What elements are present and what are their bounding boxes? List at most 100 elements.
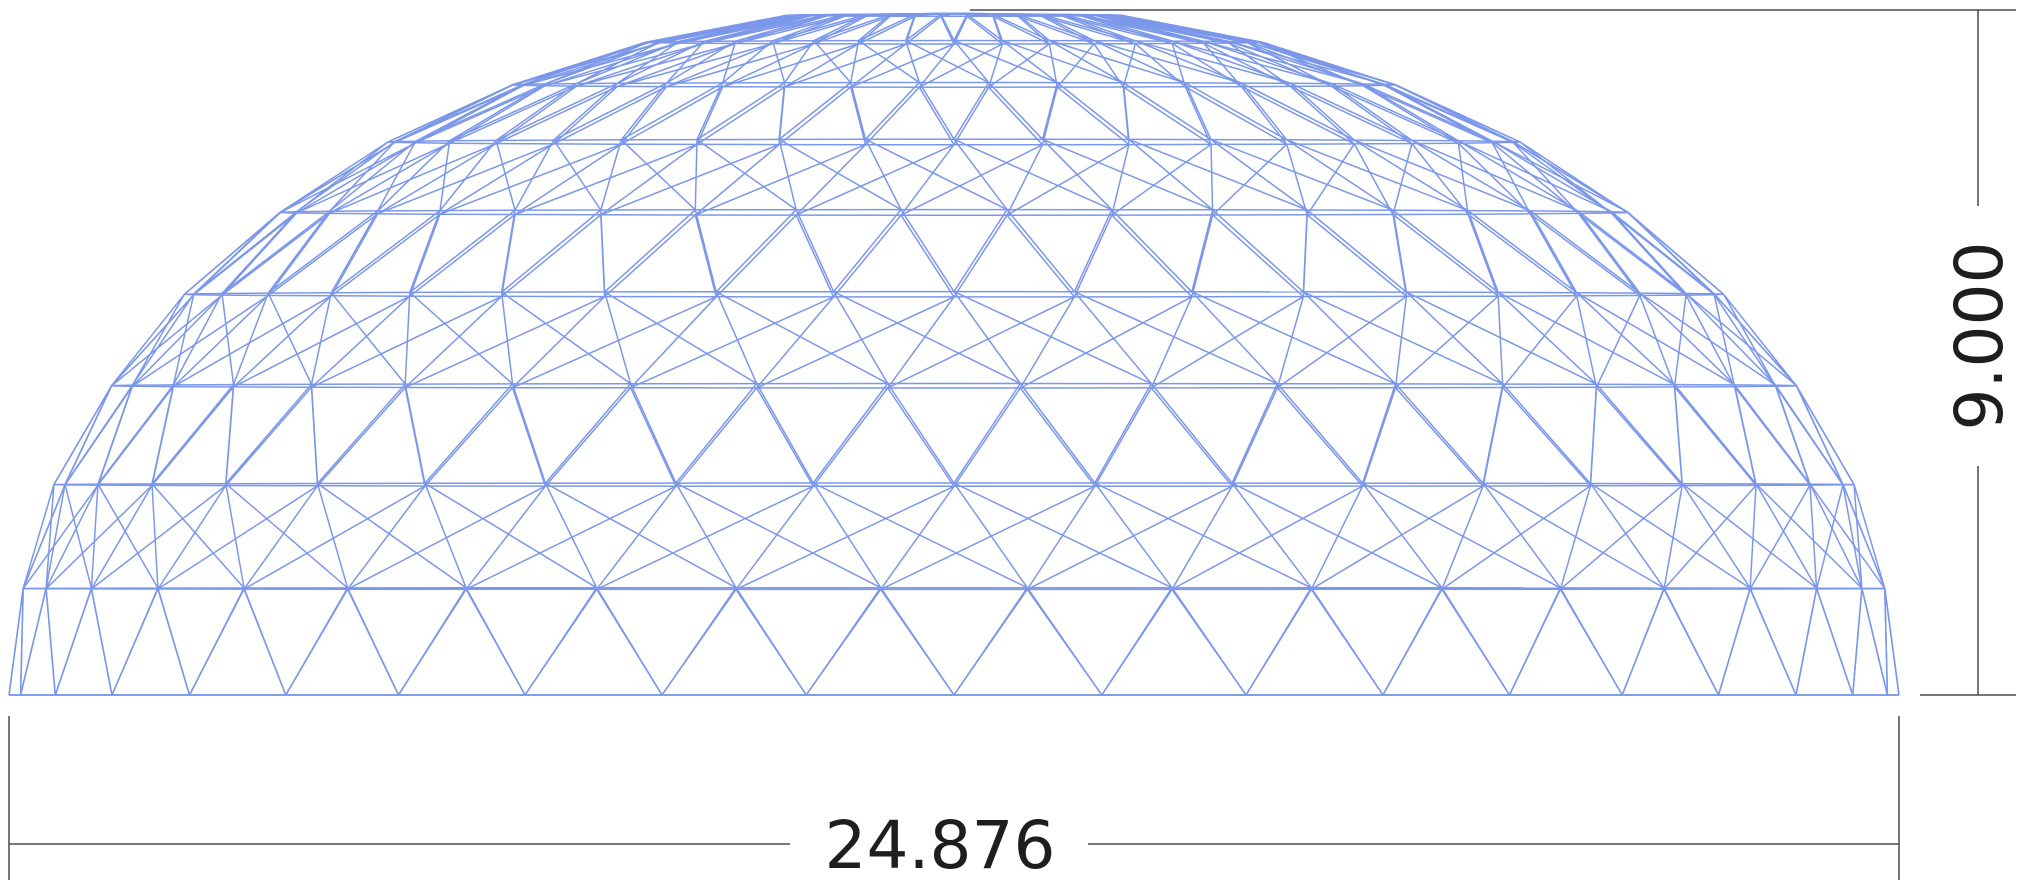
dome-diagonal-edge [596,485,814,590]
dome-diagonal-edge [1529,213,1578,297]
dome-diagonal-edge [545,482,737,589]
dome-diagonal-edge [377,142,497,215]
dome-diagonal-edge [193,212,298,296]
dome-diagonal-edge [966,13,1003,42]
dome-diagonal-edge [90,588,113,696]
dome-diagonal-edge [630,296,834,389]
dome-diagonal-edge [1361,383,1397,484]
dome-diagonal-edge [735,13,846,42]
dome-diagonal-edge [1241,82,1355,141]
dome-diagonal-edge [495,82,578,142]
dome-diagonal-edge [512,296,717,389]
dome-diagonal-edge [1685,292,1797,387]
dome-diagonal-edge [1210,144,1214,216]
dome-diagonal-edge [783,40,815,84]
dome-diagonal-edge [524,588,598,696]
dome-diagonal-edge [157,588,191,696]
dome-diagonal-edge [1384,84,1514,144]
dome-diagonal-edge [397,588,467,696]
dome-diagonal-edge [97,386,134,486]
dome-diagonal-edge [1681,483,1818,589]
dome-diagonal-edge [221,212,298,296]
dome-diagonal-edge [1774,385,1844,486]
dome-diagonal-edge [1210,138,1308,211]
dome-diagonal-edge [953,40,990,83]
dome-diagonal-edge [1074,291,1278,385]
dome-diagonal-edge [439,143,622,215]
dome-diagonal-edge [131,294,269,387]
dome-diagonal-edge [953,15,968,45]
dome-diagonal-edge [1062,15,1173,45]
dome-diagonal-edge [131,294,223,387]
dome-diagonal-edge [1755,483,1863,589]
dome-diagonal-edge [864,81,920,140]
dome-diagonal-edge [1610,212,1687,296]
dome-diagonal-edge [666,43,773,88]
dome-diagonal-edge [1184,86,1212,145]
dome-diagonal-edge [1093,40,1186,84]
dome-diagonal-edge [1589,483,1665,589]
dome-diagonal-edge [1774,386,1811,486]
dome-diagonal-edge [887,387,955,487]
dome-diagonal-edge [675,482,882,589]
dome-diagonal-edge [1285,143,1308,216]
dome-diagonal-edge [1240,86,1288,145]
dome-diagonal-edge [833,209,902,293]
dome-diagonal-edge [495,85,578,145]
dome-diagonal-edge [1595,383,1683,485]
dome-diagonal-edge [735,588,807,696]
dome-diagonal-edge [1578,212,1687,296]
dome-diagonal-edge [151,483,159,589]
dome-diagonal-edge [1559,485,1592,590]
dome-diagonal-edge [1406,291,1597,385]
dome-diagonal-edge [553,82,618,141]
dome-diagonal-edge [553,82,667,141]
dome-diagonal-edge [221,211,298,295]
dome-diagonal-edge [1203,40,1364,85]
dome-diagonal-edge [111,294,195,387]
dome-diagonal-edge [940,13,955,41]
dome-diagonal-edge [1171,485,1233,590]
dome-diagonal-edge [1749,588,1797,696]
dome-diagonal-edge [90,484,99,589]
dome-diagonal-edge [604,291,758,385]
dome-diagonal-edge [1056,43,1095,88]
dome-diagonal-edge [620,82,668,141]
dome-diagonal-edge [1111,144,1130,216]
dome-diagonal-edge [715,214,797,298]
dome-diagonal-edge [173,295,332,388]
dome-diagonal-edge [905,39,990,84]
dome-diagonal-edge [1306,209,1407,293]
dome-diagonal-edge [813,40,852,84]
dome-diagonal-edge [1512,140,1629,214]
dome-diagonal-edge [310,292,333,385]
dome-diagonal-edge [953,86,990,146]
dome-diagonal-edge [1111,209,1193,293]
dome-diagonal-edge [1290,85,1413,145]
dome-diagonal-edge [22,484,66,589]
dome-diagonal-edge [1627,212,1725,295]
dome-diagonal-edge [1519,141,1612,214]
dome-diagonal-edge [694,214,717,297]
dome-diagonal-edge [188,588,245,696]
dome-diagonal-edge [1394,387,1484,487]
dome-diagonal-edge [1276,296,1305,389]
dome-diagonal-edge [1056,86,1130,146]
dome-diagonal-edge [1577,212,1641,296]
dome-diagonal-edge [900,144,1043,216]
dome-diagonal-edge [1723,293,1797,387]
dome-diagonal-edge [1191,291,1396,385]
dome-diagonal-edge [772,15,846,45]
height-dimension-label: 9.000 [1941,242,2018,431]
dome-diagonal-edge [225,483,349,589]
dome-diagonal-edge [1394,84,1514,144]
dome-diagonal-edge [1049,39,1186,84]
dome-diagonal-edge [45,484,153,590]
dome-diagonal-edge [1056,82,1130,140]
dome-diagonal-edge [600,214,606,297]
dome-diagonal-edge [849,86,867,145]
dome-diagonal-edge [1685,292,1777,386]
dome-diagonal-edge [514,143,698,216]
dome-diagonal-edge [1441,588,1511,696]
